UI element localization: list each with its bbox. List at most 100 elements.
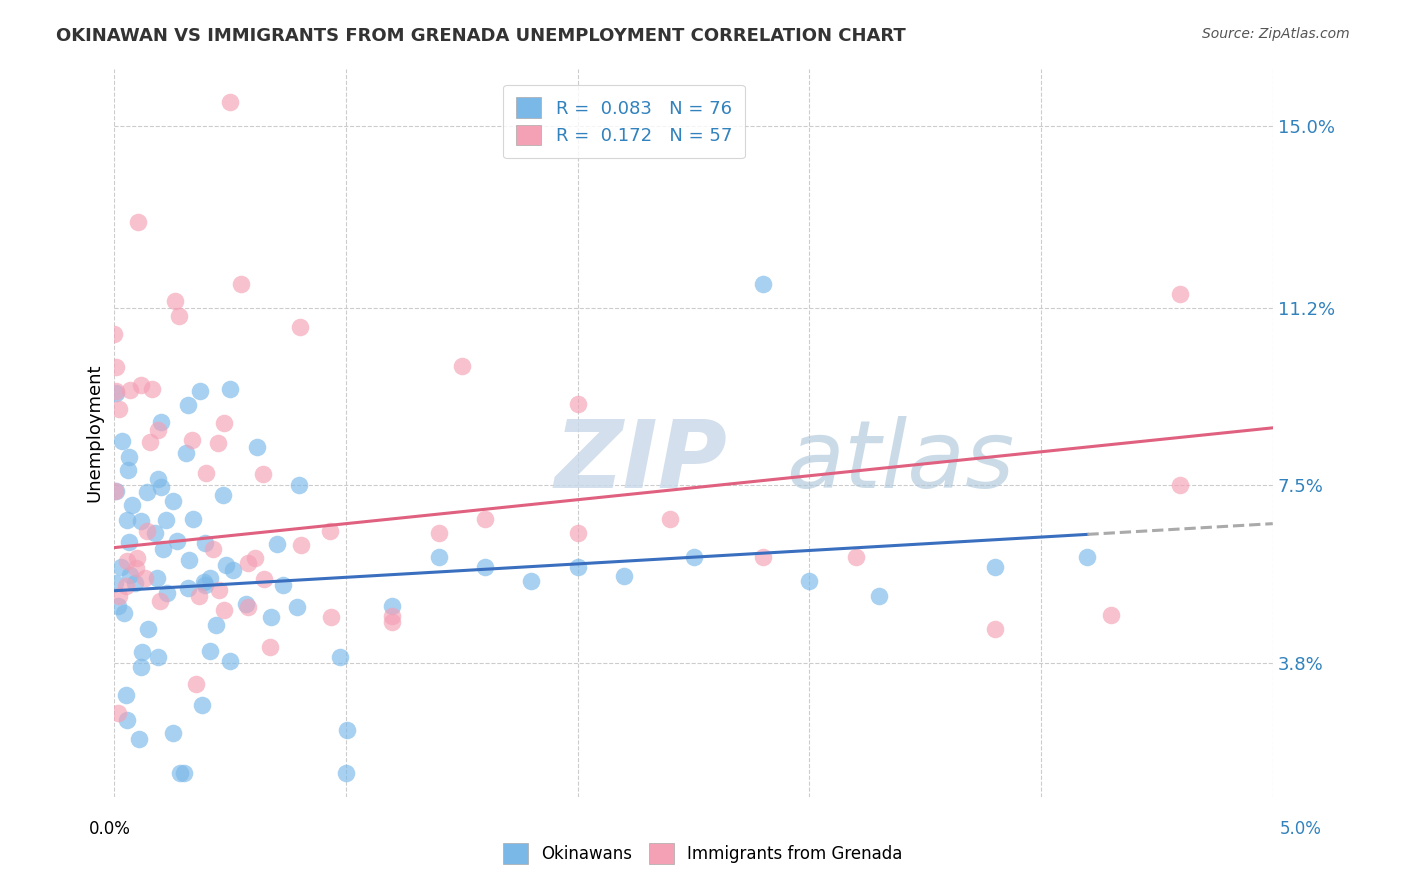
Point xyxy=(219,95,242,109)
Point xyxy=(200,571,222,585)
Point xyxy=(111,434,134,448)
Legend: R =  0.083   N = 76, R =  0.172   N = 57: R = 0.083 N = 76, R = 0.172 N = 57 xyxy=(503,85,745,158)
Point xyxy=(335,765,357,780)
Point xyxy=(146,571,169,585)
Point xyxy=(799,574,821,588)
Point xyxy=(288,320,311,334)
Point xyxy=(451,359,474,373)
Point xyxy=(156,586,179,600)
Point xyxy=(427,526,450,541)
Text: Source: ZipAtlas.com: Source: ZipAtlas.com xyxy=(1202,27,1350,41)
Point xyxy=(246,440,269,454)
Point xyxy=(845,550,868,565)
Point xyxy=(613,569,636,583)
Point xyxy=(219,383,242,397)
Point xyxy=(143,526,166,541)
Point xyxy=(114,689,136,703)
Point xyxy=(148,472,170,486)
Point xyxy=(177,553,200,567)
Point xyxy=(103,326,125,341)
Point xyxy=(208,583,231,598)
Point xyxy=(124,576,146,591)
Point xyxy=(149,593,172,607)
Point xyxy=(1076,550,1098,565)
Point xyxy=(381,599,404,613)
Point xyxy=(193,574,215,589)
Text: 5.0%: 5.0% xyxy=(1279,820,1322,838)
Point xyxy=(107,599,129,613)
Point xyxy=(148,424,170,438)
Point xyxy=(567,526,589,541)
Point xyxy=(105,386,128,401)
Point xyxy=(177,398,200,412)
Point xyxy=(139,435,162,450)
Text: ZIP: ZIP xyxy=(554,416,727,508)
Point xyxy=(288,478,311,492)
Point xyxy=(253,572,276,586)
Point xyxy=(134,571,156,585)
Point xyxy=(1099,607,1122,622)
Point xyxy=(128,732,150,747)
Point xyxy=(752,277,775,292)
Point xyxy=(135,524,157,538)
Point xyxy=(177,581,200,595)
Point xyxy=(169,765,191,780)
Point xyxy=(167,310,190,324)
Point xyxy=(141,383,163,397)
Point xyxy=(567,397,589,411)
Point xyxy=(218,655,240,669)
Point xyxy=(150,480,173,494)
Point xyxy=(162,494,184,508)
Point xyxy=(318,524,340,538)
Point xyxy=(1168,478,1191,492)
Point xyxy=(104,576,127,591)
Point xyxy=(186,676,208,690)
Point xyxy=(215,558,238,573)
Point xyxy=(259,640,281,654)
Point xyxy=(682,550,704,565)
Point xyxy=(131,645,153,659)
Point xyxy=(659,512,682,526)
Text: OKINAWAN VS IMMIGRANTS FROM GRENADA UNEMPLOYMENT CORRELATION CHART: OKINAWAN VS IMMIGRANTS FROM GRENADA UNEM… xyxy=(56,27,905,45)
Point xyxy=(329,649,352,664)
Point xyxy=(567,559,589,574)
Point xyxy=(105,483,128,498)
Point xyxy=(207,435,229,450)
Point xyxy=(231,277,253,292)
Text: 0.0%: 0.0% xyxy=(89,820,131,838)
Point xyxy=(174,446,197,460)
Point xyxy=(118,450,141,464)
Point xyxy=(112,606,135,620)
Point xyxy=(136,485,159,500)
Point xyxy=(205,617,228,632)
Point xyxy=(252,467,274,481)
Point xyxy=(194,536,217,550)
Point xyxy=(181,512,204,526)
Point xyxy=(214,416,236,430)
Point xyxy=(120,568,142,582)
Point xyxy=(107,706,129,721)
Text: atlas: atlas xyxy=(786,417,1015,508)
Point xyxy=(271,578,294,592)
Point xyxy=(129,660,152,674)
Point xyxy=(127,215,149,229)
Point xyxy=(117,534,139,549)
Point xyxy=(381,608,404,623)
Point xyxy=(194,578,217,592)
Point xyxy=(202,542,225,557)
Point xyxy=(104,360,127,375)
Point xyxy=(752,550,775,565)
Point xyxy=(474,512,496,526)
Point xyxy=(117,463,139,477)
Point xyxy=(150,415,173,429)
Point xyxy=(148,649,170,664)
Point xyxy=(520,574,543,588)
Point xyxy=(260,609,283,624)
Point xyxy=(117,713,139,727)
Point xyxy=(287,599,309,614)
Point xyxy=(1168,286,1191,301)
Point xyxy=(162,726,184,740)
Point xyxy=(108,589,131,603)
Point xyxy=(180,433,202,447)
Point xyxy=(173,765,195,780)
